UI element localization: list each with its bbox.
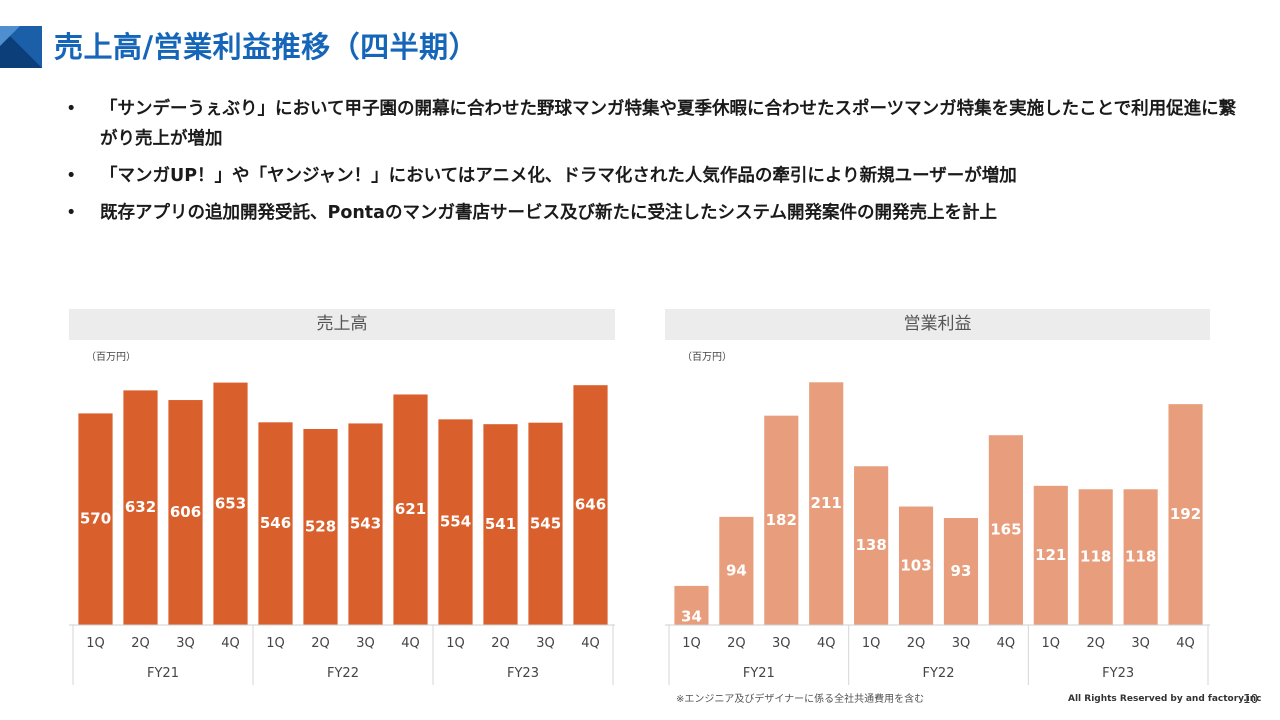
revenue-bar-label: 653 xyxy=(215,494,246,512)
revenue-bar xyxy=(213,382,248,625)
revenue-quarter-label: 4Q xyxy=(581,636,600,651)
operating-profit-bar xyxy=(1033,485,1068,625)
operating-profit-quarter-label: 2Q xyxy=(907,636,926,651)
revenue-fiscal-year-label: FY21 xyxy=(147,666,179,681)
revenue-bar xyxy=(483,424,518,625)
corner-decoration xyxy=(0,26,42,68)
revenue-bar xyxy=(528,422,563,625)
operating-profit-bar xyxy=(1078,489,1113,625)
operating-profit-fiscal-year-label: FY22 xyxy=(923,666,955,681)
operating-profit-bar-label: 165 xyxy=(990,521,1021,539)
operating-profit-bar-label: 121 xyxy=(1035,546,1066,564)
revenue-quarter-label: 2Q xyxy=(131,636,150,651)
operating-profit-bar-label: 182 xyxy=(766,511,797,529)
operating-profit-bar-label: 118 xyxy=(1125,548,1156,566)
bullet-list: 「サンデーうぇぶり」において甲子園の開幕に合わせた野球マンガ特集や夏季休暇に合わ… xyxy=(66,94,1246,235)
revenue-bar xyxy=(393,394,428,625)
revenue-quarter-label: 4Q xyxy=(221,636,240,651)
revenue-bar xyxy=(573,385,608,625)
operating-profit-quarter-label: 3Q xyxy=(952,636,971,651)
operating-profit-bar xyxy=(719,516,754,625)
operating-profit-bar-label: 118 xyxy=(1080,548,1111,566)
revenue-chart-title: 売上高 xyxy=(69,309,615,340)
revenue-bar-label: 646 xyxy=(575,496,606,514)
revenue-bar xyxy=(303,429,338,625)
operating-profit-bar xyxy=(674,585,709,625)
page-number: 10 xyxy=(1243,692,1259,706)
operating-profit-bar xyxy=(854,466,889,625)
revenue-fiscal-year-label: FY22 xyxy=(327,666,359,681)
operating-profit-quarter-label: 1Q xyxy=(682,636,701,651)
operating-profit-quarter-label: 3Q xyxy=(772,636,791,651)
operating-profit-bar-label: 34 xyxy=(681,608,702,626)
operating-profit-bar-label: 93 xyxy=(951,562,972,580)
revenue-quarter-label: 1Q xyxy=(86,636,105,651)
revenue-unit-label: （百万円） xyxy=(86,352,136,363)
operating-profit-unit-label: （百万円） xyxy=(682,352,732,363)
page-title: 売上高/営業利益推移（四半期） xyxy=(54,30,479,64)
operating-profit-bar-label: 211 xyxy=(811,494,842,512)
operating-profit-bar xyxy=(764,415,799,625)
operating-profit-chart: 34 94 182 211 138 103 93 165 121 118 118 192 1Q 2Q 3Q 4… xyxy=(665,382,1210,685)
operating-profit-bar-label: 138 xyxy=(855,536,886,554)
operating-profit-bar-label: 192 xyxy=(1170,505,1201,523)
operating-profit-quarter-label: 2Q xyxy=(1086,636,1105,651)
revenue-bar-label: 545 xyxy=(530,514,561,532)
footnote: ※エンジニア及びデザイナーに係る全社共通費用を含む xyxy=(676,694,925,705)
revenue-bar xyxy=(258,422,293,625)
revenue-bar-label: 528 xyxy=(305,518,336,536)
revenue-bar-label: 543 xyxy=(350,515,381,533)
operating-profit-chart-title: 営業利益 xyxy=(665,309,1210,340)
revenue-quarter-label: 1Q xyxy=(266,636,285,651)
operating-profit-quarter-label: 1Q xyxy=(1042,636,1061,651)
operating-profit-bar xyxy=(1168,404,1203,625)
revenue-bar xyxy=(438,419,473,625)
bullet-item: 既存アプリの追加開発受託、Pontaのマンガ書店サービス及び新たに受注したシステ… xyxy=(66,198,1246,228)
bullet-item: 「マンガUP！」や「ヤンジャン！」においてはアニメ化、ドラマ化された人気作品の牽… xyxy=(66,161,1246,191)
operating-profit-quarter-label: 3Q xyxy=(1131,636,1150,651)
operating-profit-quarter-label: 4Q xyxy=(997,636,1016,651)
revenue-bar xyxy=(348,423,383,625)
revenue-bar xyxy=(78,413,113,625)
operating-profit-bar-label: 103 xyxy=(900,556,931,574)
operating-profit-quarter-label: 1Q xyxy=(862,636,881,651)
operating-profit-bar xyxy=(943,518,979,625)
operating-profit-bar xyxy=(898,506,934,625)
revenue-bar-label: 546 xyxy=(260,514,291,532)
revenue-fiscal-year-label: FY23 xyxy=(507,666,539,681)
revenue-quarter-label: 3Q xyxy=(536,636,555,651)
operating-profit-quarter-label: 4Q xyxy=(817,636,836,651)
revenue-bar-label: 632 xyxy=(125,498,156,516)
revenue-quarter-label: 2Q xyxy=(491,636,510,651)
operating-profit-bar xyxy=(1123,489,1158,625)
operating-profit-fiscal-year-label: FY21 xyxy=(743,666,775,681)
operating-profit-bar xyxy=(809,382,844,625)
operating-profit-bar xyxy=(988,435,1023,625)
revenue-bar-label: 554 xyxy=(440,513,471,531)
operating-profit-fiscal-year-label: FY23 xyxy=(1102,666,1134,681)
revenue-quarter-label: 3Q xyxy=(356,636,375,651)
revenue-bar xyxy=(168,400,203,625)
revenue-quarter-label: 1Q xyxy=(446,636,465,651)
revenue-bar-label: 621 xyxy=(395,500,426,518)
revenue-bar-label: 541 xyxy=(485,515,516,533)
copyright-text: All Rights Reserved by and factory.inc xyxy=(1068,694,1262,704)
bullet-item: 「サンデーうぇぶり」において甲子園の開幕に合わせた野球マンガ特集や夏季休暇に合わ… xyxy=(66,94,1246,154)
operating-profit-bar-label: 94 xyxy=(726,561,747,579)
revenue-quarter-label: 4Q xyxy=(401,636,420,651)
revenue-quarter-label: 2Q xyxy=(311,636,330,651)
revenue-bar xyxy=(123,390,158,625)
revenue-bar-label: 606 xyxy=(170,503,201,521)
revenue-bar-label: 570 xyxy=(80,510,111,528)
revenue-quarter-label: 3Q xyxy=(176,636,195,651)
revenue-chart: 570 632 606 653 546 528 543 621 554 541 545 646 1Q 2Q… xyxy=(69,382,615,685)
operating-profit-quarter-label: 4Q xyxy=(1176,636,1195,651)
operating-profit-quarter-label: 2Q xyxy=(727,636,746,651)
